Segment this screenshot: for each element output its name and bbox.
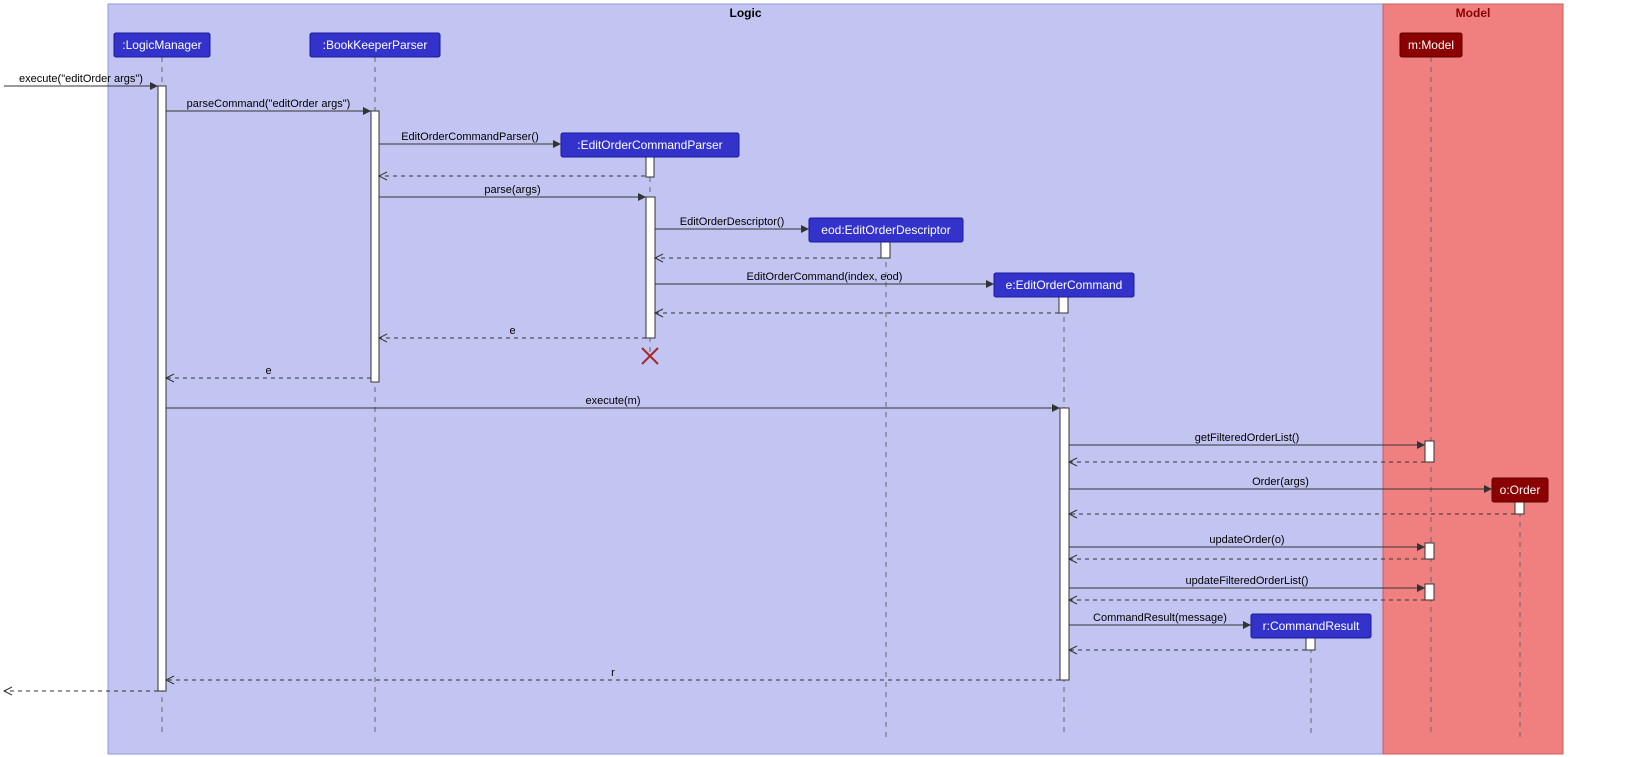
- message-1-label: parseCommand("editOrder args"): [187, 98, 351, 110]
- activation-0: [158, 86, 166, 691]
- activation-3: [646, 197, 655, 338]
- model-label: m:Model: [1408, 38, 1454, 52]
- message-4-label: parse(args): [484, 184, 540, 196]
- logic-frame-label: Logic: [730, 6, 762, 20]
- message-16-label: updateOrder(o): [1209, 534, 1284, 546]
- message-22-label: r: [611, 667, 615, 679]
- activation-2: [646, 157, 654, 177]
- activation-7: [1425, 441, 1434, 462]
- activation-8: [1515, 502, 1524, 514]
- model-frame: [1383, 4, 1563, 754]
- activation-9: [1425, 543, 1434, 559]
- editOrderCommandParser-label: :EditOrderCommandParser: [577, 138, 722, 152]
- order-label: o:Order: [1500, 483, 1541, 497]
- activation-11: [1306, 638, 1315, 650]
- model-frame-label: Model: [1456, 6, 1491, 20]
- activation-10: [1425, 584, 1434, 600]
- editOrderDescriptor-label: eod:EditOrderDescriptor: [821, 223, 950, 237]
- message-20-label: CommandResult(message): [1093, 612, 1227, 624]
- activation-4: [881, 242, 890, 258]
- message-2-label: EditOrderCommandParser(): [401, 131, 539, 143]
- message-14-label: Order(args): [1252, 476, 1309, 488]
- message-7-label: EditOrderCommand(index, eod): [747, 271, 903, 283]
- message-5-label: EditOrderDescriptor(): [680, 216, 785, 228]
- message-11-label: execute(m): [585, 395, 640, 407]
- editOrderCommand-label: e:EditOrderCommand: [1006, 278, 1123, 292]
- message-9-label: e: [509, 325, 515, 337]
- activation-5: [1059, 297, 1068, 313]
- logicManager-label: :LogicManager: [122, 38, 201, 52]
- message-12-label: getFilteredOrderList(): [1195, 432, 1300, 444]
- activation-1: [371, 111, 379, 382]
- message-18-label: updateFilteredOrderList(): [1186, 575, 1309, 587]
- activation-6: [1060, 408, 1069, 680]
- message-10-label: e: [265, 365, 271, 377]
- bookKeeperParser-label: :BookKeeperParser: [323, 38, 428, 52]
- message-0-label: execute("editOrder args"): [19, 73, 143, 85]
- commandResult-label: r:CommandResult: [1263, 619, 1360, 633]
- logic-frame: [108, 4, 1383, 754]
